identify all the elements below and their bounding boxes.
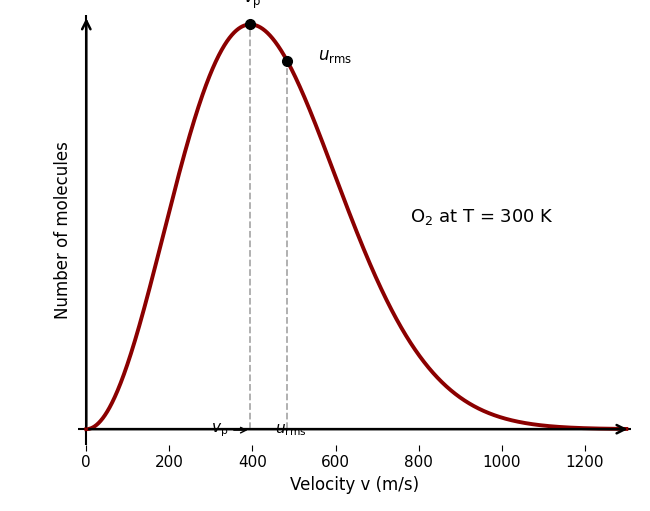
Text: $u_\mathrm{rms}$: $u_\mathrm{rms}$	[275, 422, 306, 438]
Text: $v_\mathrm{p}$: $v_\mathrm{p}$	[243, 0, 262, 11]
Text: O$_2$ at T = 300 K: O$_2$ at T = 300 K	[410, 207, 554, 227]
Y-axis label: Number of molecules: Number of molecules	[55, 141, 72, 319]
Text: $v_\mathrm{p}$: $v_\mathrm{p}$	[211, 422, 246, 439]
X-axis label: Velocity v (m/s): Velocity v (m/s)	[290, 476, 419, 494]
Text: $u_\mathrm{rms}$: $u_\mathrm{rms}$	[318, 47, 352, 65]
